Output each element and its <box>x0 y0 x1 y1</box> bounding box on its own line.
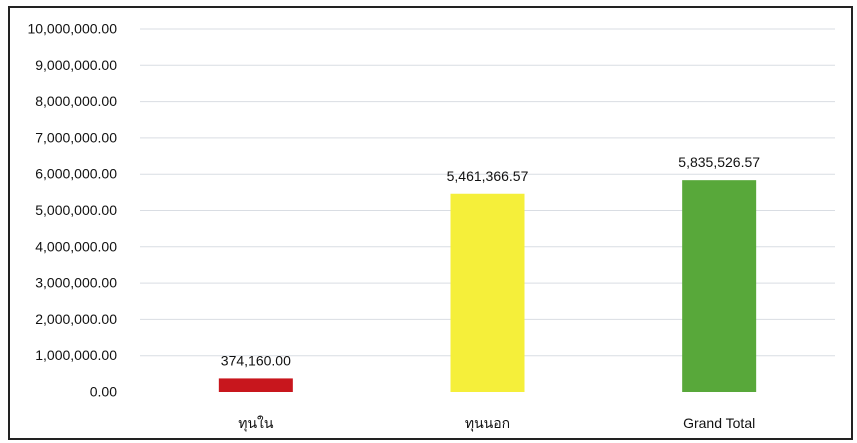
bar <box>682 180 757 392</box>
y-tick-label: 2,000,000.00 <box>35 311 117 327</box>
bar <box>218 378 293 392</box>
x-tick-label: Grand Total <box>683 415 755 431</box>
y-tick-label: 1,000,000.00 <box>35 347 117 363</box>
x-tick-label: ทุนนอก <box>465 415 510 432</box>
y-tick-label: 9,000,000.00 <box>35 57 117 73</box>
data-label: 5,461,366.57 <box>447 168 529 184</box>
data-label: 5,835,526.57 <box>678 154 760 170</box>
data-label: 374,160.00 <box>221 352 291 368</box>
bar <box>450 193 525 392</box>
y-tick-label: 10,000,000.00 <box>27 21 117 37</box>
y-tick-label: 5,000,000.00 <box>35 202 117 218</box>
y-tick-label: 7,000,000.00 <box>35 129 117 145</box>
y-tick-label: 4,000,000.00 <box>35 238 117 254</box>
y-tick-label: 6,000,000.00 <box>35 166 117 182</box>
x-axis: ทุนใน ทุนนอก Grand Total <box>238 415 755 432</box>
y-tick-label: 8,000,000.00 <box>35 93 117 109</box>
y-tick-label: 3,000,000.00 <box>35 275 117 291</box>
bars <box>218 180 757 392</box>
x-tick-label: ทุนใน <box>238 415 274 432</box>
data-labels: 374,160.00 5,461,366.57 5,835,526.57 <box>221 154 760 368</box>
y-tick-label: 0.00 <box>90 384 117 400</box>
y-axis: 0.00 1,000,000.00 2,000,000.00 3,000,000.00… <box>27 21 117 400</box>
